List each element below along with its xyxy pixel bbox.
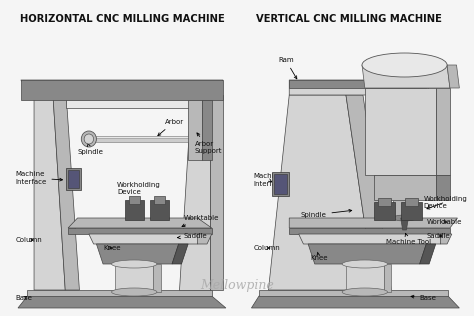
Text: Machine Tool: Machine Tool <box>386 233 431 245</box>
Polygon shape <box>172 244 188 264</box>
Polygon shape <box>419 244 436 264</box>
Polygon shape <box>21 80 223 95</box>
Polygon shape <box>436 88 450 175</box>
Polygon shape <box>299 234 445 244</box>
Polygon shape <box>268 95 374 290</box>
Polygon shape <box>289 80 426 88</box>
Text: Base: Base <box>411 295 437 301</box>
Polygon shape <box>153 264 161 292</box>
Polygon shape <box>251 296 459 308</box>
Ellipse shape <box>342 260 388 268</box>
Polygon shape <box>84 136 193 138</box>
Text: Ram: Ram <box>278 57 297 79</box>
Polygon shape <box>374 175 436 200</box>
Text: Column: Column <box>253 245 280 251</box>
Text: HORIZONTAL CNC MILLING MACHINE: HORIZONTAL CNC MILLING MACHINE <box>19 14 224 24</box>
Text: Saddle: Saddle <box>426 233 450 239</box>
Polygon shape <box>188 100 202 160</box>
Polygon shape <box>53 95 80 290</box>
Polygon shape <box>365 88 436 175</box>
Polygon shape <box>96 244 179 264</box>
Text: Knee: Knee <box>103 245 120 251</box>
Polygon shape <box>179 95 210 290</box>
Bar <box>374 202 395 220</box>
Bar <box>125 200 144 220</box>
Polygon shape <box>436 175 450 200</box>
Ellipse shape <box>393 215 416 221</box>
Polygon shape <box>18 296 226 308</box>
Ellipse shape <box>111 260 157 268</box>
Polygon shape <box>210 95 223 290</box>
Bar <box>401 202 421 220</box>
Polygon shape <box>393 200 417 218</box>
Ellipse shape <box>362 53 447 77</box>
Text: Spindle: Spindle <box>301 210 352 218</box>
Polygon shape <box>401 218 408 230</box>
Polygon shape <box>66 100 210 108</box>
Polygon shape <box>68 218 212 228</box>
Polygon shape <box>346 95 392 290</box>
Text: Worktable: Worktable <box>182 215 219 227</box>
Bar <box>272 172 289 196</box>
Polygon shape <box>27 290 212 296</box>
Bar <box>274 174 287 194</box>
Polygon shape <box>412 80 431 95</box>
Polygon shape <box>308 244 426 264</box>
Text: Mellowpine: Mellowpine <box>201 278 274 291</box>
Bar <box>150 200 169 220</box>
Text: Knee: Knee <box>310 252 328 261</box>
Text: Workholding
Device: Workholding Device <box>423 196 467 209</box>
Ellipse shape <box>84 134 93 144</box>
Polygon shape <box>68 228 212 234</box>
Polygon shape <box>115 264 153 292</box>
Polygon shape <box>89 234 202 244</box>
Text: Arbor
Support: Arbor Support <box>195 133 222 155</box>
Ellipse shape <box>342 288 388 296</box>
Polygon shape <box>384 264 392 292</box>
Text: Worktable: Worktable <box>426 219 462 225</box>
Text: Saddle: Saddle <box>177 233 207 239</box>
Polygon shape <box>440 234 452 244</box>
Bar <box>66 168 82 190</box>
Polygon shape <box>289 218 457 228</box>
Polygon shape <box>289 228 450 234</box>
Text: Machine
Interface: Machine Interface <box>253 173 284 186</box>
Bar <box>378 198 392 206</box>
Polygon shape <box>84 136 193 142</box>
Ellipse shape <box>82 131 96 147</box>
Polygon shape <box>198 234 212 244</box>
Polygon shape <box>289 80 417 95</box>
Bar <box>128 196 140 204</box>
Polygon shape <box>259 290 448 296</box>
Polygon shape <box>447 65 459 88</box>
Polygon shape <box>21 80 223 100</box>
Bar <box>68 170 80 188</box>
Bar <box>404 198 418 206</box>
Text: Workholding
Device: Workholding Device <box>117 181 161 201</box>
Polygon shape <box>362 65 450 88</box>
Ellipse shape <box>111 288 157 296</box>
Text: Arbor: Arbor <box>158 119 183 136</box>
Polygon shape <box>34 95 65 290</box>
Bar <box>154 196 165 204</box>
Text: Base: Base <box>15 295 32 301</box>
Text: VERTICAL CNC MILLING MACHINE: VERTICAL CNC MILLING MACHINE <box>256 14 442 24</box>
Text: Spindle: Spindle <box>78 143 103 155</box>
Text: Machine
Interface: Machine Interface <box>15 172 63 185</box>
Polygon shape <box>346 264 384 292</box>
Text: Column: Column <box>15 237 42 243</box>
Polygon shape <box>202 100 212 160</box>
